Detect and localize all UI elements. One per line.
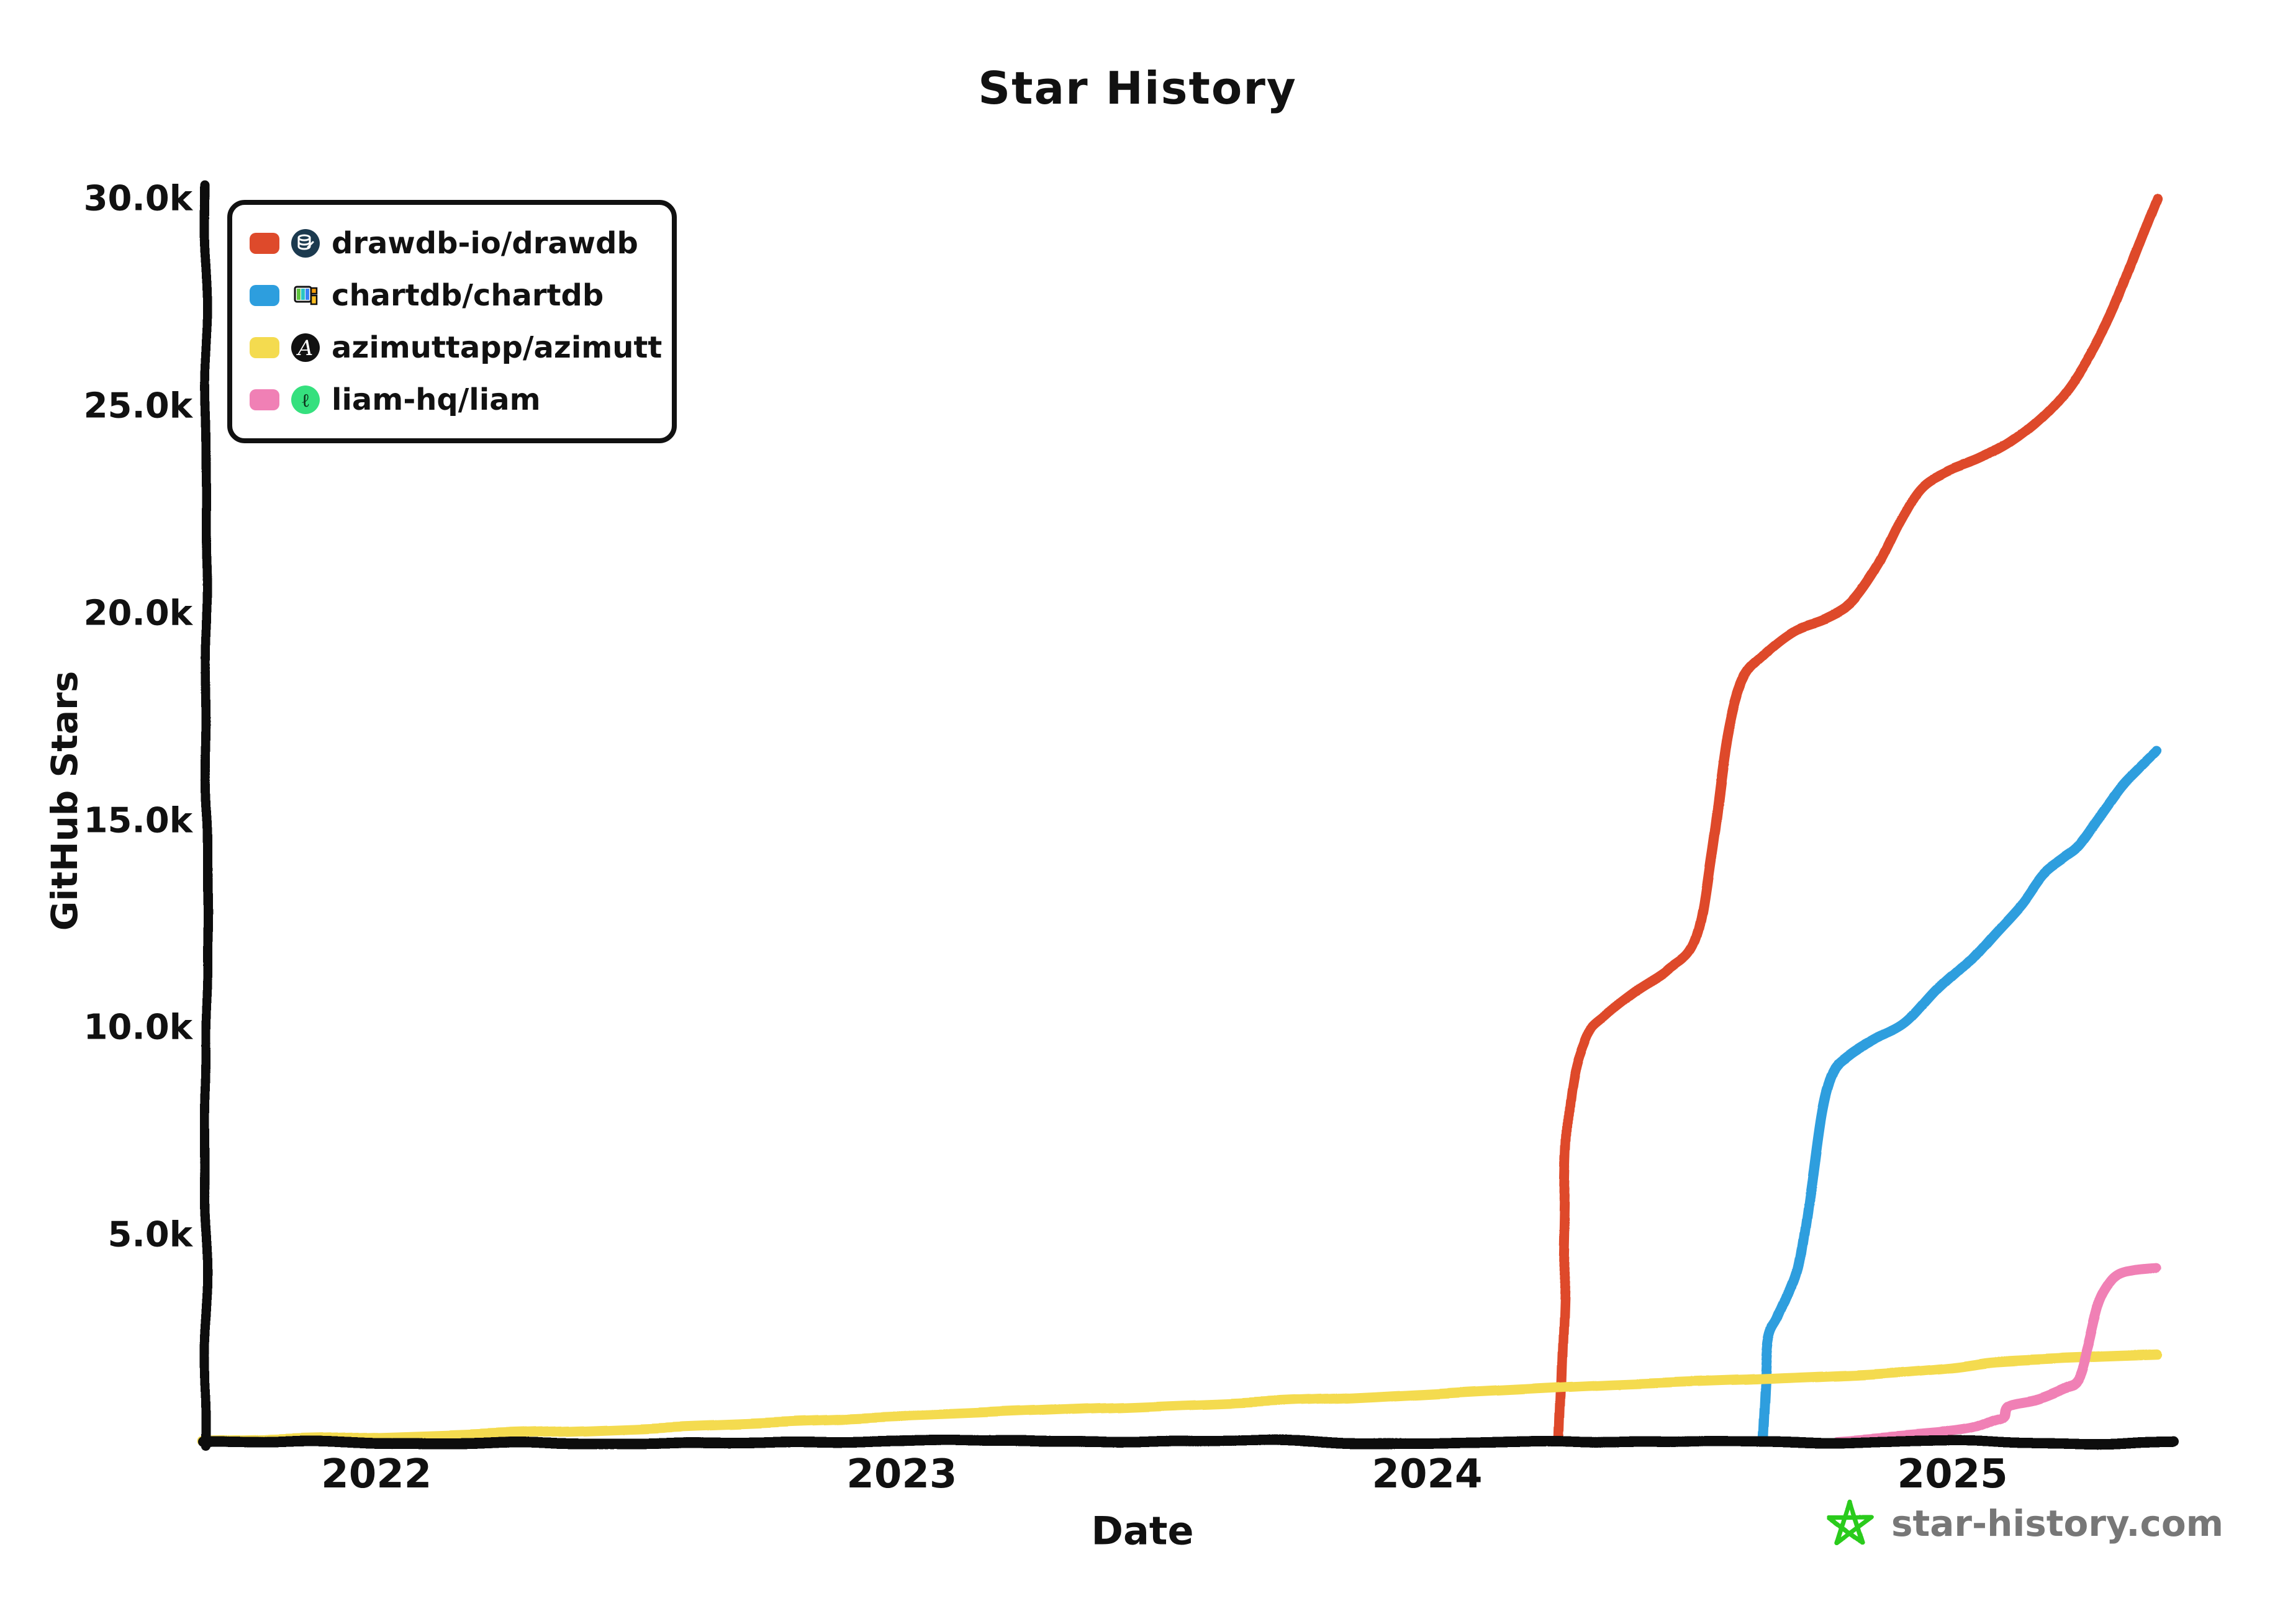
legend-label-liam: liam-hq/liam	[332, 382, 541, 417]
line-liam-hq/liam	[1832, 1263, 2163, 1446]
liam-color-swatch	[250, 389, 279, 410]
drawdb-color-swatch	[250, 233, 279, 254]
chart-title: Star History	[978, 62, 1297, 114]
data-lines	[198, 194, 2163, 1447]
y-tick-5.0k: 5.0k	[107, 1214, 192, 1255]
legend-row-azimutt: A azimuttapp/azimutt	[250, 333, 662, 363]
legend-label-drawdb: drawdb-io/drawdb	[332, 226, 638, 261]
x-tick-2022: 2022	[321, 1451, 432, 1497]
line-azimuttapp/azimutt	[198, 1350, 2163, 1446]
chartdb-flag-icon	[294, 286, 318, 305]
liam-l-icon: ℓ	[291, 386, 320, 414]
footer-site-link[interactable]: star-history.com	[1891, 1502, 2224, 1545]
x-tick-2023: 2023	[846, 1451, 957, 1497]
legend-label-chartdb: chartdb/chartdb	[332, 278, 604, 313]
y-tick-30.0k: 30.0k	[83, 178, 192, 219]
legend-row-drawdb: drawdb-io/drawdb	[250, 228, 654, 258]
azimutt-a-icon: A	[291, 333, 320, 362]
y-tick-15.0k: 15.0k	[83, 800, 192, 841]
legend-label-azimutt: azimuttapp/azimutt	[332, 330, 663, 365]
y-tick-25.0k: 25.0k	[83, 386, 192, 426]
star-history-logo-icon	[1827, 1499, 1876, 1546]
line-chartdb/chartdb	[1758, 745, 2163, 1447]
y-tick-10.0k: 10.0k	[83, 1007, 192, 1048]
x-tick-2024: 2024	[1372, 1451, 1483, 1497]
svg-text:A: A	[296, 336, 314, 361]
line-drawdb-io/drawdb	[1554, 194, 2163, 1447]
x-axis-title: Date	[1091, 1508, 1194, 1554]
legend-box: drawdb-io/drawdb chartdb/chartdb A azimu…	[227, 200, 677, 443]
chartdb-color-swatch	[250, 285, 279, 306]
x-tick-2025: 2025	[1897, 1451, 2008, 1497]
drawdb-database-icon	[291, 229, 320, 258]
legend-row-chartdb: chartdb/chartdb	[250, 281, 654, 310]
azimutt-color-swatch	[250, 337, 279, 358]
y-axis-title: GitHub Stars	[43, 670, 86, 931]
footer-branding: star-history.com	[1825, 1495, 2223, 1552]
y-tick-20.0k: 20.0k	[83, 593, 192, 634]
svg-text:ℓ: ℓ	[301, 390, 310, 412]
legend-row-liam: ℓ liam-hq/liam	[250, 385, 654, 415]
